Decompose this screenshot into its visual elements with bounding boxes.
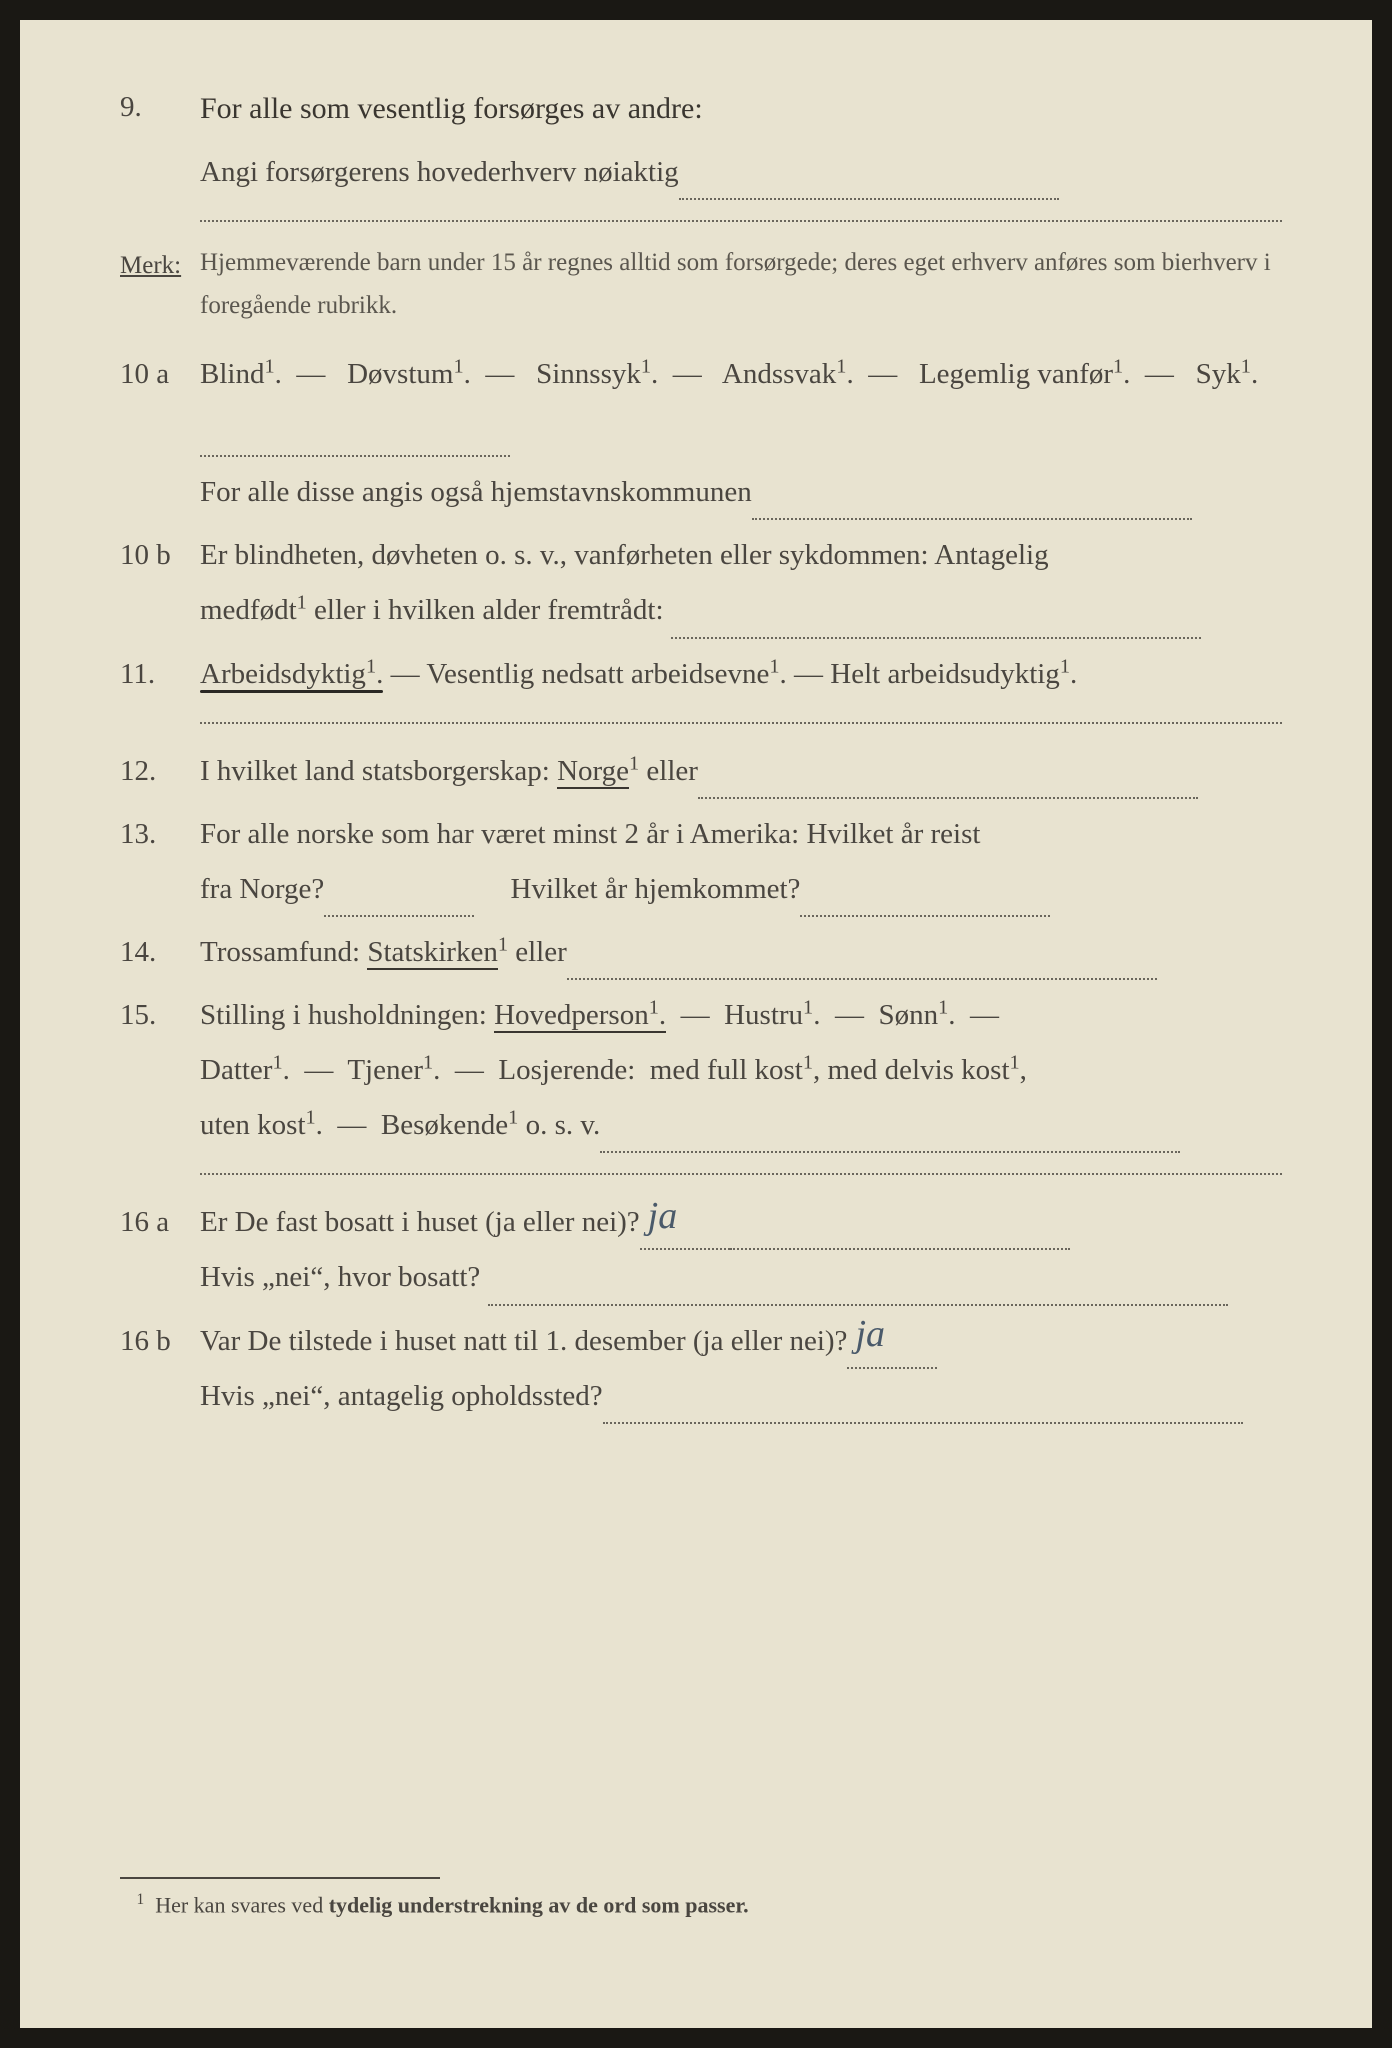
q16b-row: 16 b Var De tilstede i huset natt til 1.…: [120, 1314, 1282, 1424]
merk-label: Merk:: [120, 242, 200, 327]
q15-row: 15. Stilling i husholdningen: Hovedperso…: [120, 988, 1282, 1153]
q16a-row: 16 a Er De fast bosatt i huset (ja eller…: [120, 1195, 1282, 1305]
q14-content: Trossamfund: Statskirken1 eller: [200, 925, 1282, 980]
q12-number: 12.: [120, 744, 200, 799]
q12-underlined-answer: Norge: [557, 755, 629, 787]
q15-underlined-answer: Hovedperson1.: [494, 999, 666, 1031]
q13-row: 13. For alle norske som har været minst …: [120, 807, 1282, 917]
fill-line-full: [200, 1173, 1282, 1175]
q14-row: 14. Trossamfund: Statskirken1 eller: [120, 925, 1282, 980]
q9-row1: 9. For alle som vesentlig forsørges av a…: [120, 80, 1282, 137]
merk-text: Hjemmeværende barn under 15 år regnes al…: [200, 242, 1282, 327]
q14-underlined-answer: Statskirken: [367, 936, 498, 968]
q16a-content: Er De fast bosatt i huset (ja eller nei)…: [200, 1195, 1282, 1305]
q16b-number: 16 b: [120, 1314, 200, 1424]
q9-number: 9.: [120, 80, 200, 137]
q10a-content: Blind1. — Døvstum1. — Sinnssyk1. — Andss…: [200, 347, 1282, 457]
footnote-text: 1 Her kan svares ved tydelig understrekn…: [120, 1891, 1282, 1918]
q11-content: Arbeidsdyktig1. — Vesentlig nedsatt arbe…: [200, 647, 1282, 702]
q10b-number: 10 b: [120, 528, 200, 638]
fill-line-full: [200, 722, 1282, 724]
footnote: 1 Her kan svares ved tydelig understrekn…: [120, 1877, 1282, 1918]
fill-line-full: [200, 220, 1282, 222]
q12-row: 12. I hvilket land statsborgerskap: Norg…: [120, 744, 1282, 799]
q10a-row: 10 a Blind1. — Døvstum1. — Sinnssyk1. — …: [120, 347, 1282, 457]
q11-underlined-answer: Arbeidsdyktig1.: [200, 658, 383, 690]
q10b-content: Er blindheten, døvheten o. s. v., vanfør…: [200, 528, 1282, 638]
census-form-page: 9. For alle som vesentlig forsørges av a…: [20, 20, 1372, 2028]
q12-content: I hvilket land statsborgerskap: Norge1 e…: [200, 744, 1282, 799]
q14-number: 14.: [120, 925, 200, 980]
q16b-handwritten-answer: ja: [855, 1298, 885, 1370]
q11-number: 11.: [120, 647, 200, 702]
q16a-handwritten-answer: ja: [648, 1180, 678, 1252]
q15-content: Stilling i husholdningen: Hovedperson1. …: [200, 988, 1282, 1153]
q16a-number: 16 a: [120, 1195, 200, 1305]
q10a-number: 10 a: [120, 347, 200, 457]
q10a-row2: For alle disse angis også hjemstavnskomm…: [120, 465, 1282, 520]
q13-content: For alle norske som har været minst 2 år…: [200, 807, 1282, 917]
q10b-row: 10 b Er blindheten, døvheten o. s. v., v…: [120, 528, 1282, 638]
footnote-rule: [120, 1877, 440, 1879]
q9-line2: Angi forsørgerens hovederhverv nøiaktig: [200, 145, 1282, 200]
q11-row: 11. Arbeidsdyktig1. — Vesentlig nedsatt …: [120, 647, 1282, 702]
q15-number: 15.: [120, 988, 200, 1153]
q9-heading: For alle som vesentlig forsørges av andr…: [200, 80, 1282, 137]
q9-row2: Angi forsørgerens hovederhverv nøiaktig: [120, 145, 1282, 200]
merk-row: Merk: Hjemmeværende barn under 15 år reg…: [120, 242, 1282, 327]
fill-line: [679, 165, 1059, 200]
q16b-content: Var De tilstede i huset natt til 1. dese…: [200, 1314, 1282, 1424]
q13-number: 13.: [120, 807, 200, 917]
